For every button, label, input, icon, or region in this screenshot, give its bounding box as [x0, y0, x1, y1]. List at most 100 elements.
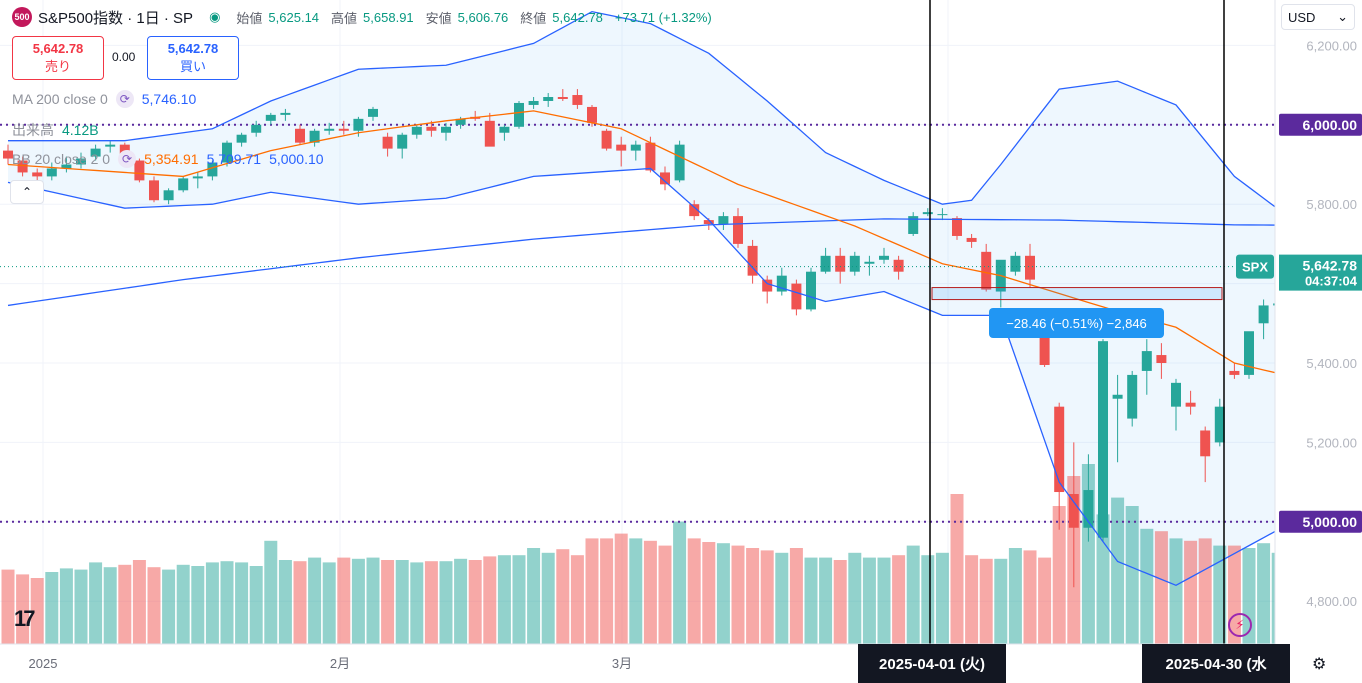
candle: [207, 162, 218, 177]
time-axis[interactable]: [0, 644, 1275, 683]
change-value: +73.71 (+1.32%): [614, 9, 712, 25]
y-tick-label: 4,800.00: [1306, 594, 1357, 609]
bb-lower-value: 5,000.10: [269, 151, 324, 167]
x-tick-label: 3月: [612, 656, 632, 671]
measure-box: [931, 287, 1223, 301]
date-marker: [1142, 644, 1290, 683]
candle: [587, 106, 597, 123]
candle: [674, 144, 685, 181]
candle: [295, 128, 305, 143]
collapse-legend-button[interactable]: ⌃: [10, 180, 44, 204]
candle: [90, 148, 101, 157]
candle: [76, 158, 86, 165]
volume-bar: [921, 555, 935, 644]
lightning-icon[interactable]: ⚡: [1228, 613, 1252, 637]
candle: [397, 134, 408, 149]
y-tick-label: 5,000.00: [1303, 514, 1358, 530]
symbol-title[interactable]: S&P500指数 · 1日 · SP: [38, 9, 194, 27]
candle: [382, 136, 393, 149]
gear-icon[interactable]: ⚙: [1312, 656, 1327, 673]
candle: [543, 97, 554, 101]
indicator-bb[interactable]: BB 20 close 2 0 ⟳ 5,354.91 5,709.71 5,00…: [12, 150, 324, 168]
volume-bar: [424, 561, 438, 644]
volume-bar: [468, 560, 482, 644]
refresh-icon[interactable]: ⟳: [115, 90, 134, 108]
market-status-icon: ◉: [209, 9, 221, 24]
candle: [1098, 341, 1108, 538]
candle: [163, 190, 174, 201]
volume-bar: [731, 545, 745, 644]
volume-bar: [322, 562, 336, 644]
candle: [791, 283, 802, 310]
volume-bar: [556, 549, 570, 644]
candle: [820, 255, 831, 272]
volume-bar: [789, 548, 803, 644]
buy-label: 買い: [179, 59, 206, 74]
buy-button[interactable]: 5,642.78 買い: [147, 36, 239, 80]
volume-bar: [643, 540, 657, 644]
indicator-volume[interactable]: 出来高 4.12B: [12, 120, 99, 140]
sell-button[interactable]: 5,642.78 売り: [12, 36, 104, 80]
candle: [645, 142, 656, 171]
candle: [776, 275, 787, 292]
high-value: 5,658.91: [363, 9, 414, 25]
indicator-ma200[interactable]: MA 200 close 0 ⟳ 5,746.10: [12, 90, 196, 108]
volume-bar: [1140, 528, 1154, 644]
volume-bar: [366, 557, 380, 644]
candle: [528, 100, 539, 105]
volume-bar: [702, 542, 716, 644]
volume-bar: [293, 561, 307, 644]
candle: [1025, 255, 1035, 280]
volume-bar: [45, 572, 59, 644]
tradingview-logo-icon[interactable]: 17: [14, 606, 36, 631]
open-label: 始値: [236, 10, 263, 26]
hline-price-label: [1279, 113, 1362, 136]
bollinger-band-fill: [8, 11, 1352, 586]
volume-bar: [541, 552, 555, 644]
close-value: 5,642.78: [552, 9, 603, 25]
ma200-name: MA 200 close 0: [12, 91, 108, 107]
x-tick-label: 2025: [29, 656, 58, 671]
volume-bar: [395, 560, 409, 644]
volume-bar: [950, 494, 964, 644]
open-value: 5,625.14: [268, 9, 320, 25]
volume-bar: [1184, 540, 1198, 644]
volume-bar: [833, 560, 847, 644]
volume-bar: [1038, 557, 1052, 644]
price-axis[interactable]: [1275, 0, 1362, 683]
candle: [514, 102, 524, 127]
spread-value: 0.00: [112, 50, 136, 64]
volume-bar: [585, 538, 599, 644]
volume-bar: [147, 567, 161, 644]
volume-bar: [264, 540, 278, 644]
candle: [1068, 494, 1079, 528]
low-value: 5,606.76: [457, 9, 509, 25]
volume-bar: [848, 552, 862, 644]
date-marker-label: 2025-04-30 (水: [1166, 655, 1268, 673]
candle: [835, 255, 846, 272]
refresh-icon[interactable]: ⟳: [118, 150, 137, 168]
candle: [1244, 331, 1254, 375]
candle: [747, 245, 758, 276]
volume-bar: [775, 552, 789, 644]
volume-bar: [483, 556, 497, 644]
candle: [1200, 430, 1211, 457]
y-tick-label: 5,400.00: [1306, 356, 1357, 371]
volume-bar: [1154, 531, 1168, 644]
volume-bar: [74, 569, 88, 644]
currency-value: USD: [1288, 9, 1316, 25]
high-label: 高値: [331, 10, 358, 26]
volume-bar: [614, 533, 628, 644]
volume-bar: [249, 566, 263, 644]
candle: [441, 126, 451, 133]
candle: [908, 216, 919, 234]
candle: [806, 271, 816, 310]
candle: [1156, 355, 1167, 363]
measure-tooltip: −28.46 (−0.51%) −2,846: [989, 308, 1164, 338]
volume-bar: [454, 558, 468, 644]
candle: [309, 130, 320, 143]
currency-select[interactable]: USD ⌄: [1281, 4, 1355, 30]
candle: [762, 279, 773, 292]
y-tick-label: 5,200.00: [1306, 435, 1357, 450]
